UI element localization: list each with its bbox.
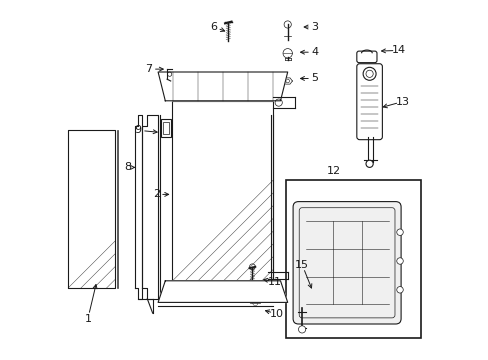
Text: 11: 11	[267, 276, 282, 287]
Polygon shape	[158, 72, 287, 101]
Text: 7: 7	[145, 64, 152, 74]
Text: 15: 15	[294, 260, 308, 270]
Text: 1: 1	[84, 314, 91, 324]
Circle shape	[298, 326, 305, 333]
Text: 12: 12	[326, 166, 340, 176]
Polygon shape	[134, 115, 142, 299]
Circle shape	[249, 264, 255, 270]
FancyBboxPatch shape	[356, 64, 382, 140]
Text: 6: 6	[210, 22, 217, 32]
Text: 13: 13	[395, 96, 409, 107]
Circle shape	[396, 287, 403, 293]
Polygon shape	[158, 281, 287, 302]
Bar	[285, 180, 420, 338]
FancyBboxPatch shape	[356, 51, 376, 63]
Text: 8: 8	[123, 162, 131, 172]
Circle shape	[396, 258, 403, 264]
Text: 9: 9	[135, 125, 142, 135]
Text: 10: 10	[269, 309, 284, 319]
Circle shape	[365, 160, 372, 167]
Circle shape	[284, 21, 291, 28]
Polygon shape	[283, 78, 292, 84]
Text: 14: 14	[391, 45, 406, 55]
Bar	[163, 122, 169, 134]
Bar	[161, 119, 171, 137]
Text: 4: 4	[310, 47, 318, 57]
Circle shape	[396, 229, 403, 235]
Text: 3: 3	[310, 22, 318, 32]
FancyBboxPatch shape	[292, 202, 400, 324]
Text: 5: 5	[310, 73, 318, 84]
Circle shape	[283, 49, 292, 58]
Text: 2: 2	[152, 189, 160, 199]
Polygon shape	[142, 115, 158, 299]
